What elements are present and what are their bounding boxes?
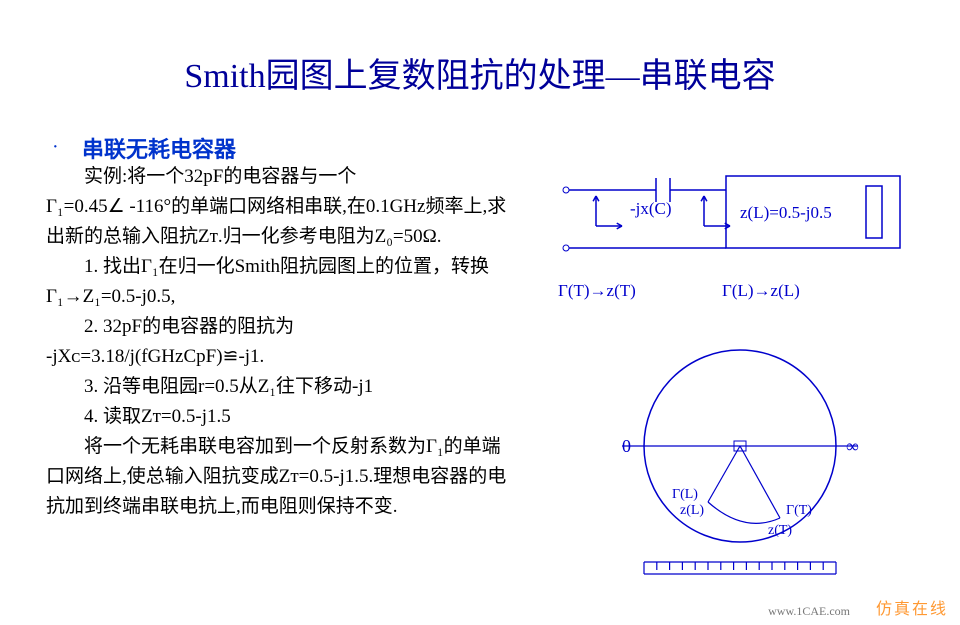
slide-title: Smith园图上复数阻抗的处理—串联电容 — [0, 48, 960, 97]
para-4a: 3. 沿等电阻园r=0.5从Z₁往下移动-j1 — [46, 372, 512, 402]
para-6a: 将一个无耗串联电容加到一个反射系数为Γ₁的单端口网络上,使总输入阻抗变成Zᴛ=0… — [46, 432, 512, 522]
svg-text:Γ(T)→z(T): Γ(T)→z(T) — [558, 281, 636, 300]
circuit-diagram: -jx(C) z(L)=0.5-j0.5 Γ(T)→z(T) Γ(L)→z(L) — [536, 166, 936, 326]
svg-text:z(L)=0.5-j0.5: z(L)=0.5-j0.5 — [740, 203, 832, 222]
subtitle: 串联无耗电容器 — [82, 132, 236, 164]
bullet-dot: · — [52, 136, 59, 159]
para-3b: -jXᴄ=3.18/j(fGHᴢCpF)≌-j1. — [46, 342, 512, 372]
para-1b: Γ₁=0.45∠ -116°的单端口网络相串联,在0.1GHᴢ频率上,求出新的总… — [46, 192, 512, 252]
para-3a: 2. 32pF的电容器的阻抗为 — [46, 312, 512, 342]
svg-text:z(L): z(L) — [680, 503, 704, 518]
smith-chart: 0 ∞ Γ(L)z(L) Γ(T) z(T) — [560, 346, 920, 586]
para-2a: 1. 找出Γ₁在归一化Smith阻抗园图上的位置，转换Γ₁→Z₁=0.5-j0.… — [46, 252, 512, 312]
svg-text:∞: ∞ — [846, 436, 859, 456]
svg-text:-jx(C): -jx(C) — [630, 199, 672, 218]
body-text: 实例:将一个32pF的电容器与一个 Γ₁=0.45∠ -116°的单端口网络相串… — [46, 162, 512, 522]
svg-text:Γ(L): Γ(L) — [672, 487, 698, 502]
url-watermark: www.1CAE.com — [768, 604, 850, 619]
para-1a: 实例:将一个32pF的电容器与一个 — [46, 162, 512, 192]
brand-label: 仿真在线 — [876, 595, 948, 619]
para-5a: 4. 读取Zᴛ=0.5-j1.5 — [46, 402, 512, 432]
svg-text:0: 0 — [622, 436, 631, 456]
svg-text:Γ(T): Γ(T) — [786, 503, 812, 518]
svg-text:Γ(L)→z(L): Γ(L)→z(L) — [722, 281, 800, 300]
svg-text:z(T): z(T) — [768, 523, 792, 538]
